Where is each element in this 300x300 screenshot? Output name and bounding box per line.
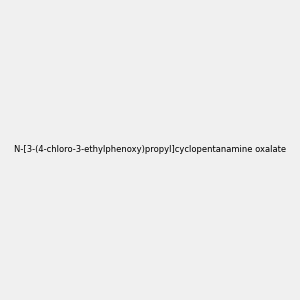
Text: N-[3-(4-chloro-3-ethylphenoxy)propyl]cyclopentanamine oxalate: N-[3-(4-chloro-3-ethylphenoxy)propyl]cyc… [14,146,286,154]
